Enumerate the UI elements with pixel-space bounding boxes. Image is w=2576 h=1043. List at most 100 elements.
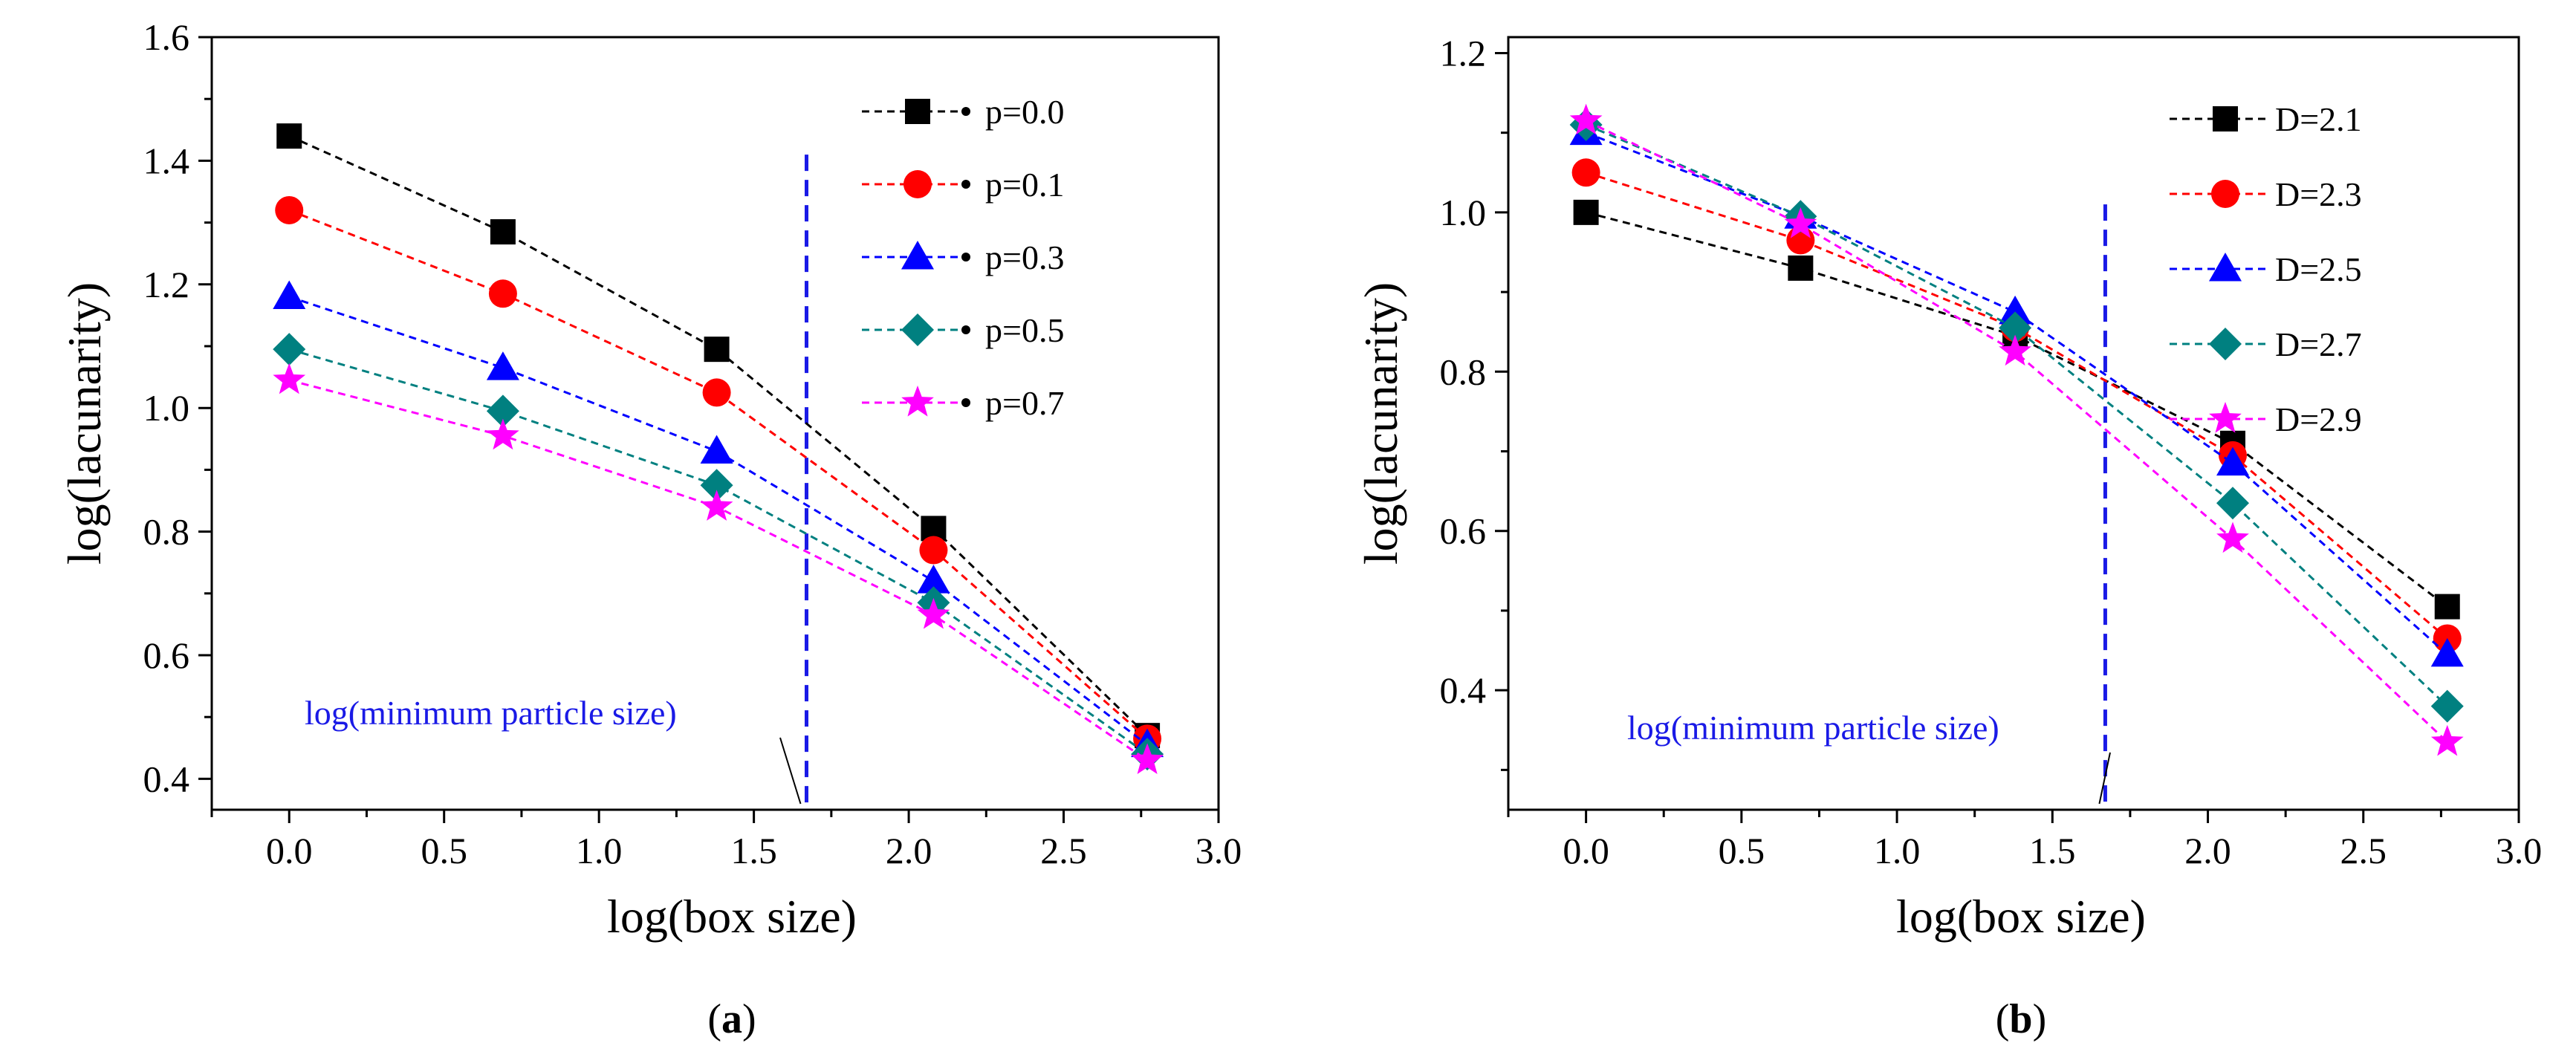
data-point [1569, 103, 1603, 135]
legend-dot [961, 398, 970, 407]
legend-label: p=0.1 [985, 166, 1064, 204]
legend-marker [2209, 328, 2242, 360]
legend-label: p=0.3 [985, 238, 1064, 276]
data-point [1571, 158, 1600, 187]
data-point [486, 351, 519, 380]
min-particle-size-label: log(minimum particle size) [305, 694, 677, 732]
legend-marker [901, 386, 934, 417]
x-tick-label: 3.0 [1195, 830, 1242, 871]
legend-marker [905, 99, 930, 124]
legend-label: D=2.3 [2275, 175, 2362, 213]
x-tick-label: 2.5 [1040, 830, 1087, 871]
y-tick-label: 0.8 [1440, 351, 1487, 392]
legend-label: p=0.0 [985, 93, 1064, 131]
panel-label: (a) [707, 996, 756, 1042]
legend-marker [901, 313, 934, 346]
legend-label: D=2.7 [2275, 325, 2362, 363]
data-point [2430, 637, 2464, 667]
data-point [1784, 207, 1817, 238]
legend-entry: D=2.5 [2170, 250, 2362, 288]
x-axis-title: log(box size) [1896, 890, 2146, 943]
x-tick-label: 1.0 [1874, 830, 1921, 871]
data-point [1788, 255, 1814, 281]
plot-frame [210, 36, 1220, 811]
y-tick-label: 1.2 [143, 264, 190, 305]
data-point [273, 280, 306, 309]
data-point [1131, 743, 1164, 775]
data-point [273, 363, 306, 394]
data-point [1999, 311, 2032, 345]
x-tick-label: 2.5 [2340, 830, 2387, 871]
legend-marker [903, 170, 932, 198]
data-point [1999, 295, 2032, 325]
legend-entry: p=0.5 [862, 311, 1064, 349]
x-tick-label: 1.5 [2029, 830, 2076, 871]
legend-marker [901, 241, 934, 270]
data-point [488, 279, 517, 308]
y-axis-title: log(lacunarity) [1354, 282, 1407, 565]
data-point [917, 597, 950, 629]
legend-marker [2211, 180, 2239, 208]
panel-label-letter: b [2009, 996, 2032, 1042]
legend-entry: D=2.3 [2170, 175, 2362, 213]
series-line [288, 295, 1149, 746]
x-tick-label: 0.0 [266, 830, 313, 871]
data-point [2216, 522, 2249, 553]
legend-entry: p=0.1 [862, 166, 1064, 204]
legend-entry: p=0.3 [862, 238, 1064, 276]
legend-dot [961, 253, 970, 261]
data-point [919, 536, 948, 565]
y-tick-label: 1.0 [143, 387, 190, 429]
y-tick-label: 0.4 [1440, 669, 1487, 711]
y-tick-label: 1.4 [143, 140, 190, 181]
data-point [2434, 594, 2460, 620]
x-tick-label: 0.5 [1719, 830, 1765, 871]
series-D-2-9 [1569, 103, 2464, 756]
legend-entry: D=2.1 [2170, 100, 2362, 138]
panel-label-close: ) [742, 996, 756, 1042]
data-point [1999, 334, 2031, 366]
data-point [917, 565, 950, 594]
data-point [487, 418, 519, 450]
y-tick-label: 1.2 [1440, 32, 1487, 74]
data-point [700, 490, 733, 521]
data-point [700, 435, 733, 464]
legend-dot [961, 325, 970, 334]
data-point [276, 123, 302, 149]
y-tick-label: 0.8 [143, 511, 190, 553]
data-point [1573, 199, 1599, 225]
annotation-leader [2098, 752, 2111, 805]
panel-label-close: ) [2033, 996, 2047, 1042]
legend-entry: D=2.7 [2170, 325, 2362, 363]
x-tick-label: 0.5 [421, 830, 467, 871]
x-tick-label: 2.0 [2184, 830, 2231, 871]
annotation-leader [779, 737, 802, 805]
panel-label-letter: a [721, 996, 742, 1042]
series-line [288, 134, 1149, 737]
legend-label: p=0.7 [985, 384, 1064, 422]
data-point [486, 394, 519, 428]
y-axis-title: log(lacunarity) [58, 282, 111, 565]
panel-a: 0.0 0.5 1.0 1.5 2.0 2.5 3.0 0.4 0.6 0.8 1.0 1.2 1.4 1… [58, 16, 1242, 1042]
series-line [1586, 131, 2448, 656]
legend-marker [2209, 402, 2242, 433]
legend-dot [961, 107, 970, 116]
data-point [702, 378, 731, 407]
y-tick-label: 1.6 [143, 16, 190, 58]
x-tick-label: 1.5 [730, 830, 777, 871]
x-tick-label: 1.0 [576, 830, 623, 871]
x-tick-label: 3.0 [2496, 830, 2543, 871]
min-particle-size-label: log(minimum particle size) [1627, 709, 1999, 747]
y-tick-label: 0.4 [143, 758, 190, 799]
series-p-0-0 [276, 123, 1161, 749]
legend-label: D=2.1 [2275, 100, 2362, 138]
series-line [1585, 120, 2448, 743]
y-tick-label: 1.0 [1440, 192, 1487, 233]
plot-frame [1507, 36, 2520, 811]
data-point [273, 333, 306, 366]
legend-marker [2213, 106, 2238, 131]
legend-dot [961, 180, 970, 189]
panel-label: (b) [1996, 996, 2046, 1042]
panel-label-open: ( [1996, 996, 2010, 1042]
panel-b: 0.0 0.5 1.0 1.5 2.0 2.5 3.0 0.4 0.6 0.8 1.0 1.2 log(… [1354, 32, 2542, 1042]
